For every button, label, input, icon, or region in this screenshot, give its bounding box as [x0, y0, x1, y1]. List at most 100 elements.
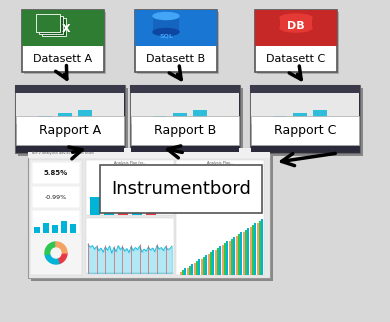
- Ellipse shape: [280, 14, 312, 22]
- Text: Analysis Plan for...: Analysis Plan for...: [114, 161, 146, 165]
- Ellipse shape: [153, 13, 179, 20]
- Bar: [250, 85, 360, 93]
- Bar: [39, 16, 63, 34]
- Bar: [182, 270, 184, 275]
- Text: Rapport B: Rapport B: [154, 124, 216, 137]
- Bar: [257, 12, 339, 74]
- Bar: [133, 88, 243, 156]
- Bar: [210, 252, 212, 275]
- Bar: [261, 219, 263, 275]
- Bar: [251, 93, 359, 124]
- Bar: [43, 223, 49, 233]
- Bar: [86, 160, 174, 215]
- Bar: [16, 93, 124, 124]
- Text: Datasett A: Datasett A: [34, 54, 92, 64]
- Bar: [32, 162, 80, 184]
- Bar: [15, 85, 125, 93]
- Bar: [187, 268, 189, 275]
- Bar: [135, 10, 217, 72]
- Bar: [58, 113, 72, 123]
- Text: DB: DB: [287, 21, 305, 31]
- Bar: [231, 239, 233, 275]
- Polygon shape: [56, 242, 67, 253]
- Bar: [133, 118, 147, 123]
- Bar: [205, 254, 207, 275]
- Bar: [215, 250, 217, 275]
- Bar: [236, 236, 238, 275]
- Bar: [16, 145, 124, 152]
- Polygon shape: [45, 242, 56, 255]
- Bar: [226, 241, 228, 275]
- Bar: [28, 148, 270, 278]
- Bar: [203, 257, 205, 275]
- Bar: [104, 185, 114, 215]
- Bar: [24, 12, 106, 74]
- Bar: [18, 118, 32, 123]
- Text: Datasett C: Datasett C: [266, 54, 326, 64]
- Bar: [36, 14, 60, 32]
- Bar: [313, 109, 327, 123]
- Ellipse shape: [280, 24, 312, 32]
- Polygon shape: [56, 253, 67, 264]
- Bar: [15, 85, 125, 153]
- Bar: [153, 116, 167, 123]
- Bar: [18, 88, 128, 156]
- Bar: [201, 259, 203, 275]
- Circle shape: [51, 248, 61, 258]
- Bar: [250, 85, 360, 153]
- Bar: [184, 268, 186, 275]
- Bar: [229, 241, 231, 275]
- Ellipse shape: [153, 29, 179, 35]
- Text: Rapport A: Rapport A: [39, 124, 101, 137]
- Bar: [193, 109, 207, 123]
- Bar: [238, 234, 240, 275]
- Bar: [255, 10, 337, 72]
- Text: Ble v analytics advisor series titles: Ble v analytics advisor series titles: [32, 151, 94, 155]
- Bar: [247, 228, 249, 275]
- Text: Datasett B: Datasett B: [146, 54, 206, 64]
- Bar: [189, 266, 191, 275]
- Bar: [78, 109, 92, 123]
- Bar: [86, 218, 174, 273]
- Bar: [32, 186, 80, 208]
- Bar: [135, 10, 217, 46]
- Bar: [293, 113, 307, 123]
- Bar: [61, 221, 67, 233]
- Bar: [243, 232, 245, 275]
- Bar: [180, 272, 182, 275]
- Bar: [34, 227, 40, 233]
- Bar: [191, 263, 193, 275]
- Bar: [130, 85, 240, 153]
- Bar: [100, 165, 262, 213]
- Bar: [194, 263, 196, 275]
- Bar: [273, 116, 287, 123]
- Text: 5.85%: 5.85%: [44, 170, 68, 176]
- Bar: [131, 93, 239, 124]
- Text: -0.99%: -0.99%: [45, 194, 67, 200]
- Bar: [252, 225, 254, 275]
- Bar: [250, 227, 252, 275]
- Bar: [259, 221, 261, 275]
- Bar: [222, 245, 224, 275]
- Bar: [22, 10, 104, 46]
- Bar: [212, 250, 214, 275]
- Bar: [131, 117, 239, 145]
- Bar: [251, 117, 359, 145]
- Bar: [31, 151, 273, 281]
- Bar: [198, 259, 200, 275]
- Bar: [251, 145, 359, 152]
- Bar: [219, 245, 221, 275]
- Bar: [253, 118, 267, 123]
- Bar: [137, 12, 219, 74]
- Bar: [280, 18, 312, 28]
- Bar: [30, 160, 82, 275]
- Text: SQL: SQL: [159, 33, 173, 38]
- Bar: [32, 210, 80, 234]
- Bar: [146, 207, 156, 215]
- Bar: [132, 199, 142, 215]
- Bar: [255, 10, 337, 46]
- Bar: [52, 225, 58, 233]
- Text: Instrumentbord: Instrumentbord: [111, 180, 251, 198]
- Text: Rapport C: Rapport C: [274, 124, 336, 137]
- Bar: [42, 18, 66, 36]
